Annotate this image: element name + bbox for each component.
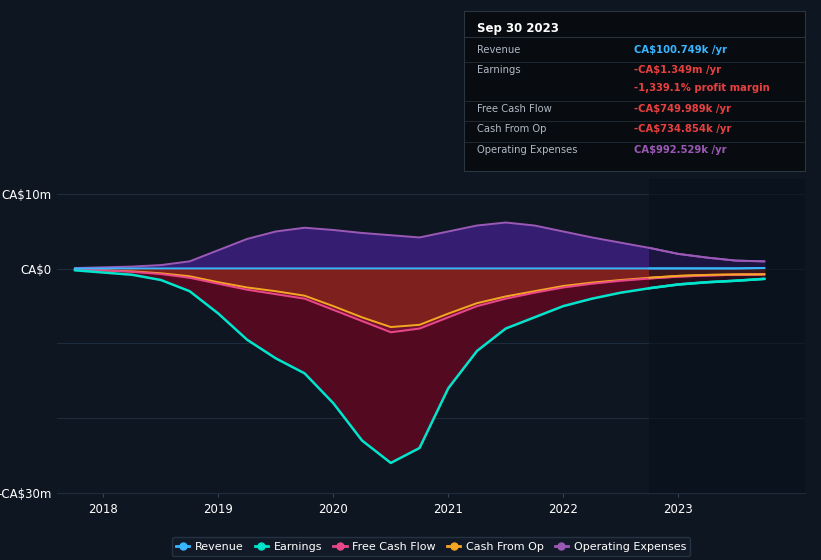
Text: Free Cash Flow: Free Cash Flow (478, 104, 553, 114)
Text: Revenue: Revenue (478, 44, 521, 54)
Text: -CA$734.854k /yr: -CA$734.854k /yr (635, 124, 732, 134)
Text: -CA$749.989k /yr: -CA$749.989k /yr (635, 104, 732, 114)
Text: Sep 30 2023: Sep 30 2023 (478, 22, 559, 35)
Text: CA$992.529k /yr: CA$992.529k /yr (635, 145, 727, 155)
Text: CA$100.749k /yr: CA$100.749k /yr (635, 44, 727, 54)
Text: -CA$1.349m /yr: -CA$1.349m /yr (635, 66, 722, 75)
Text: -1,339.1% profit margin: -1,339.1% profit margin (635, 83, 770, 93)
Legend: Revenue, Earnings, Free Cash Flow, Cash From Op, Operating Expenses: Revenue, Earnings, Free Cash Flow, Cash … (172, 538, 690, 556)
Text: Earnings: Earnings (478, 66, 521, 75)
Bar (649, 179, 805, 493)
Text: Cash From Op: Cash From Op (478, 124, 547, 134)
Text: Operating Expenses: Operating Expenses (478, 145, 578, 155)
